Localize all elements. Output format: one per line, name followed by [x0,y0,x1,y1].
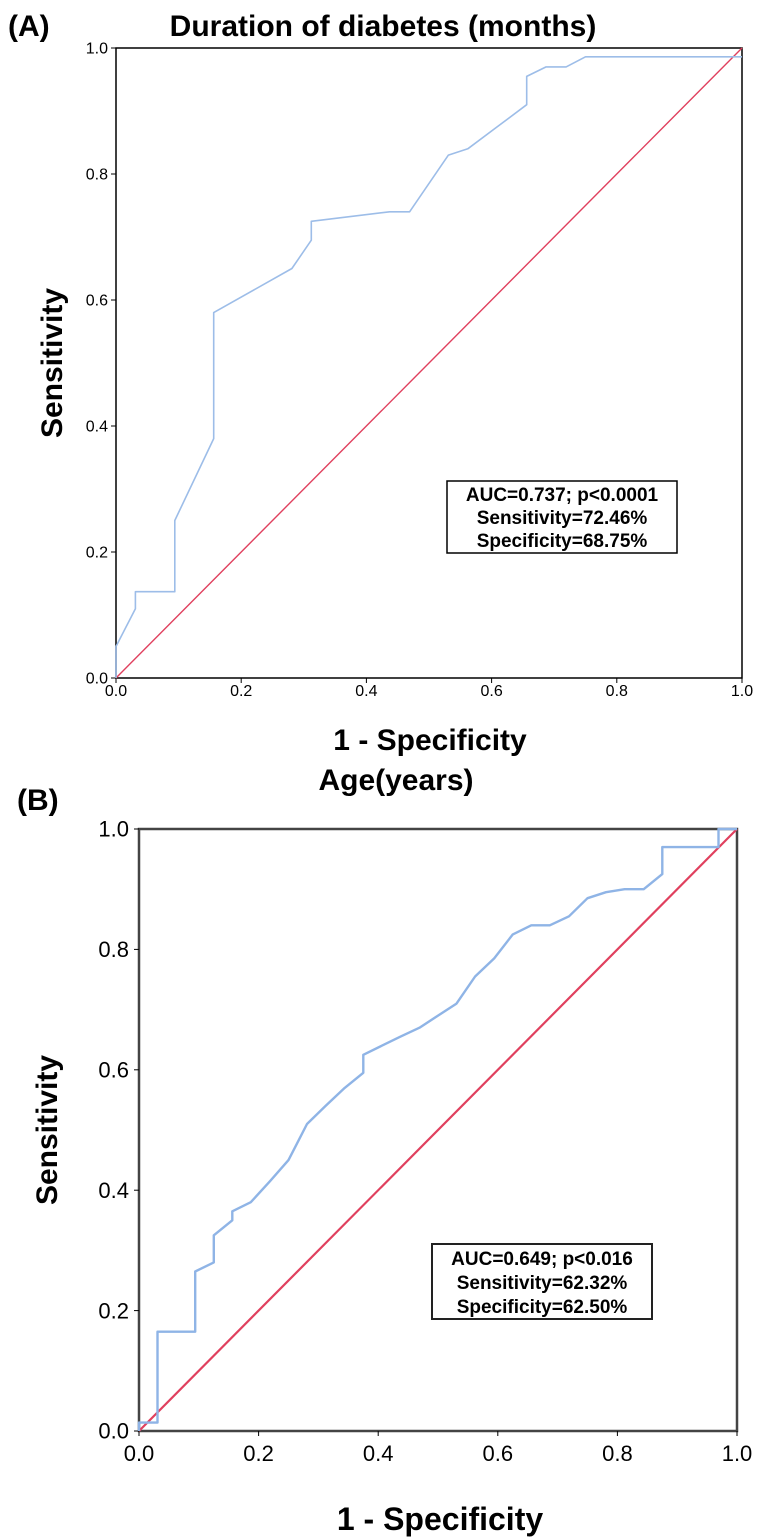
panel-b-x-tick-label: 0.4 [363,1441,394,1466]
panel-b-x-tick-label: 0.0 [124,1441,155,1466]
panel-b-y-tick-label: 0.0 [98,1419,129,1444]
panel-a-x-tick-label: 0.6 [480,683,502,700]
panel-a-title: Duration of diabetes (months) [170,10,597,43]
panel-b-letter: (B) [17,784,59,817]
panel-b-annotation-box: AUC=0.649; p<0.016 Sensitivity=62.32% Sp… [431,1243,653,1320]
panel-a-auc-text: AUC=0.737; p<0.0001 [466,485,659,506]
panel-a-roc-curve [115,55,742,678]
panel-b-reference-line [138,828,738,1432]
panel-a-x-tick-label: 0.4 [355,683,377,700]
panel-b-x-tick-label: 0.8 [602,1441,633,1466]
panel-b-sensitivity-text: Sensitivity=62.32% [457,1273,628,1294]
panel-b-y-tick-label: 0.4 [98,1178,129,1203]
panel-b-x-tick-label: 1.0 [722,1441,753,1466]
panel-a-x-axis-label: 1 - Specificity [333,724,527,757]
panel-a-annotation-box: AUC=0.737; p<0.0001 Sensitivity=72.46% S… [446,480,678,554]
panel-a-y-axis-label: Sensitivity [36,288,69,438]
panel-a-x-tick-label: 0.2 [230,683,252,700]
panel-a-plot-area: 0.0 0.2 0.4 0.6 0.8 1.0 0.0 0.2 0.4 0.6 0.8 1.0 [86,41,753,700]
panel-a-y-tick-label: 0.6 [86,293,108,310]
panel-b-title: Age(years) [318,764,473,797]
panel-a-specificity-text: Specificity=68.75% [477,531,648,552]
panel-b-auc-text: AUC=0.649; p<0.016 [451,1249,633,1270]
panel-a-annotation-frame [446,480,678,554]
panel-a-x-tick-label: 0.0 [105,683,127,700]
panel-b-y-tick-label: 0.2 [98,1298,129,1323]
panel-b-annotation-frame [431,1243,653,1320]
panel-b-y-tick-label: 1.0 [98,817,129,842]
panel-a-x-tick-label: 1.0 [731,683,753,700]
panel-a-x-tick-label: 0.8 [606,683,628,700]
panel-b-y-tick-label: 0.8 [98,937,129,962]
panel-b: (B) Age(years) 0.0 0.2 0.4 0.6 0.8 1.00.00.20… [17,764,752,1537]
panel-b-x-axis-label: 1 - Specificity [337,1501,544,1537]
panel-b-roc-curve [137,827,737,1431]
panel-a-reference-line [115,47,743,679]
panel-a-y-tick-label: 1.0 [86,41,108,58]
panel-b-plot-area: 0.0 0.2 0.4 0.6 0.8 1.0 0.0 0.2 0.4 0.6 0.8 1.0 [98,817,752,1466]
panel-a-sensitivity-text: Sensitivity=72.46% [477,508,648,529]
panel-b-y-tick-label: 0.6 [98,1058,129,1083]
panel-b-x-tick-label: 0.2 [243,1441,274,1466]
panel-b-x-tick-label: 0.6 [483,1441,514,1466]
panel-a-y-tick-label: 0.2 [86,545,108,562]
panel-a: (A) Duration of diabetes (months) 0.0 0.2… [8,10,753,757]
panel-b-specificity-text: Specificity=62.50% [457,1297,628,1318]
panel-a-y-tick-label: 0.8 [86,167,108,184]
panel-a-plot-frame [115,47,743,679]
panel-a-y-tick-label: 0.0 [86,671,108,688]
panel-a-letter: (A) [8,10,50,43]
panel-a-y-tick-label: 0.4 [86,419,108,436]
panel-b-plot-frame [137,827,739,1433]
panel-b-y-axis-label: Sensitivity [31,1055,64,1205]
